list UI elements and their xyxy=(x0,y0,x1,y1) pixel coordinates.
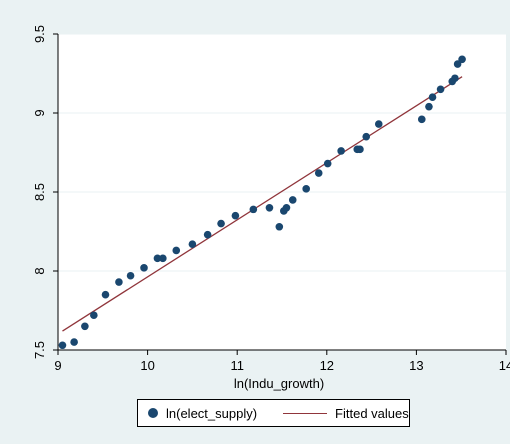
x-tick-label: 13 xyxy=(409,358,423,373)
data-point xyxy=(58,341,67,350)
data-point xyxy=(275,222,284,231)
data-point xyxy=(356,145,364,154)
data-point xyxy=(323,159,332,168)
data-point xyxy=(288,196,297,204)
data-point xyxy=(425,102,433,111)
legend-entry-scatter: ln(elect_supply) xyxy=(138,406,257,421)
data-point xyxy=(265,204,274,212)
data-point xyxy=(374,120,383,128)
x-tick-label: 9 xyxy=(54,358,61,373)
y-tick-label: 9 xyxy=(32,109,47,116)
data-point xyxy=(115,278,123,286)
y-tick-label: 7.5 xyxy=(32,341,47,359)
x-tick-label: 11 xyxy=(230,358,244,373)
data-point xyxy=(203,230,212,239)
data-point xyxy=(458,55,466,64)
x-tick-label: 10 xyxy=(140,358,154,373)
legend-label-scatter: ln(elect_supply) xyxy=(166,405,258,421)
axes: 7.5 8 8.5 9 9.5 9 10 11 12 13 14 xyxy=(32,25,510,373)
data-point xyxy=(140,264,148,272)
data-point xyxy=(282,204,291,212)
fitted-line xyxy=(62,76,463,332)
data-point xyxy=(159,254,167,263)
data-point xyxy=(70,338,78,346)
data-point xyxy=(188,240,197,248)
legend-line-icon xyxy=(283,412,328,414)
data-point xyxy=(314,169,323,177)
y-tick-label: 8 xyxy=(32,267,47,274)
data-point xyxy=(428,93,437,101)
data-point xyxy=(81,322,89,331)
legend-entry-fitted: Fitted values xyxy=(257,406,409,421)
data-point xyxy=(302,185,310,193)
data-point xyxy=(249,205,258,214)
data-point xyxy=(126,271,135,280)
y-tick-label: 9.5 xyxy=(32,25,47,43)
x-tick-label: 14 xyxy=(499,358,510,373)
y-tick-label: 8.5 xyxy=(32,183,47,201)
x-tick-label: 12 xyxy=(320,358,334,373)
data-point xyxy=(90,311,98,320)
data-marks xyxy=(58,55,466,350)
data-point xyxy=(231,211,240,220)
data-point xyxy=(217,219,225,228)
legend-label-fitted: Fitted values xyxy=(335,405,409,421)
data-point xyxy=(172,246,181,255)
data-point xyxy=(453,60,462,68)
data-point xyxy=(101,290,110,299)
data-point xyxy=(417,115,426,124)
data-point xyxy=(153,254,162,263)
data-point xyxy=(451,74,459,83)
legend: ln(elect_supply) Fitted values xyxy=(137,399,410,427)
data-point xyxy=(337,147,345,155)
data-point xyxy=(362,132,371,141)
legend-marker-icon xyxy=(148,408,158,418)
x-axis-title: ln(Indu_growth) xyxy=(234,376,324,391)
data-point xyxy=(436,85,445,94)
